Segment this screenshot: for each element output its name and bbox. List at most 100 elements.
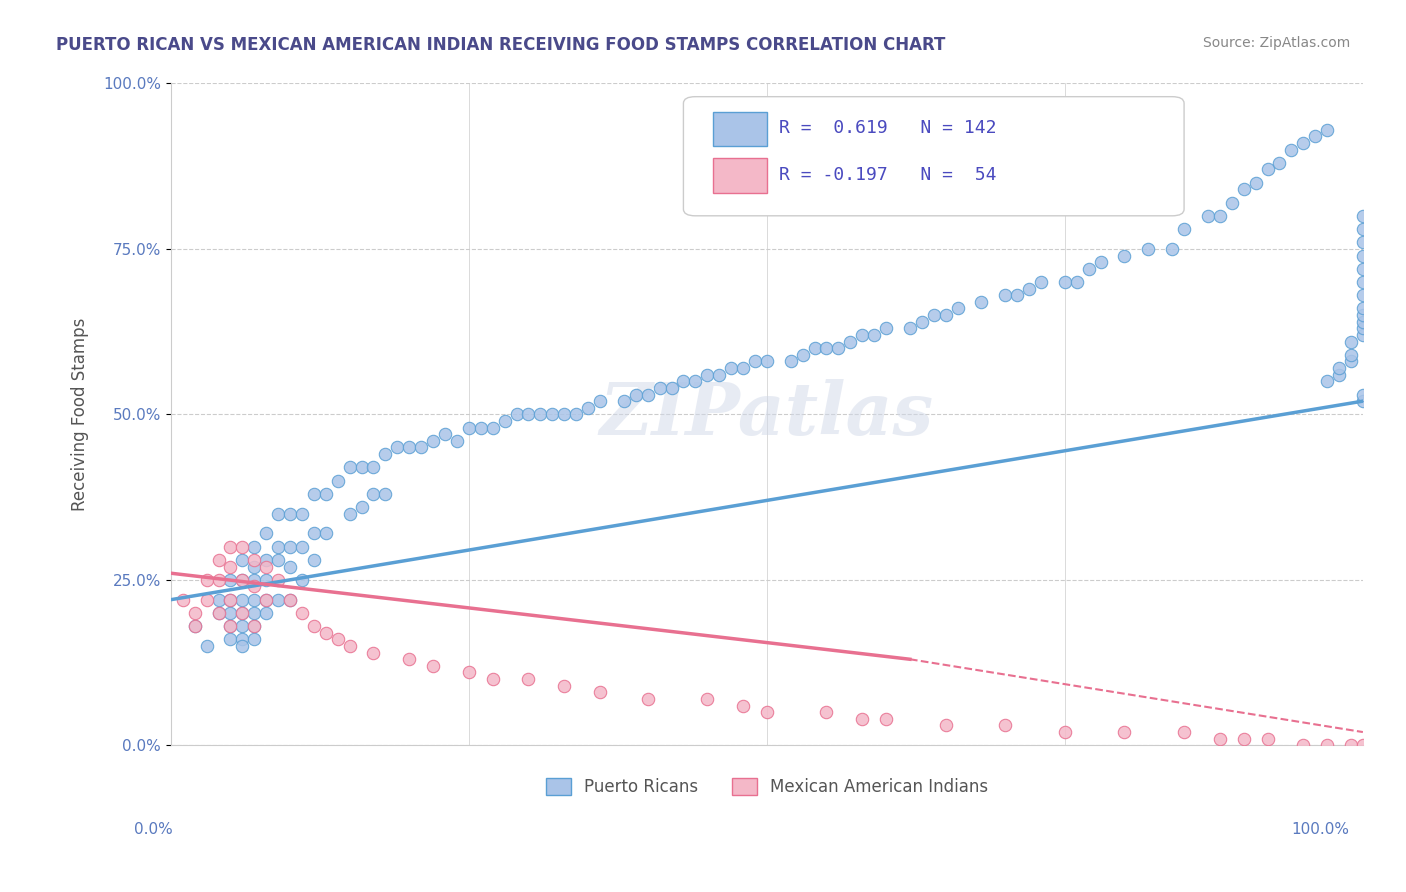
Point	[851, 327, 873, 342]
Point	[231, 632, 253, 647]
Point	[302, 526, 325, 541]
Point	[398, 441, 420, 455]
Point	[553, 679, 575, 693]
Point	[315, 625, 337, 640]
FancyBboxPatch shape	[713, 158, 766, 193]
Point	[1340, 334, 1362, 349]
Point	[363, 487, 385, 501]
Point	[685, 374, 707, 388]
Point	[1316, 374, 1339, 388]
Point	[1197, 209, 1219, 223]
Point	[457, 665, 479, 680]
Point	[1316, 122, 1339, 136]
Point	[302, 553, 325, 567]
Point	[254, 553, 277, 567]
Point	[1233, 182, 1256, 196]
Point	[1351, 209, 1374, 223]
Point	[994, 718, 1017, 732]
Point	[219, 632, 242, 647]
Point	[994, 288, 1017, 302]
Point	[1137, 242, 1160, 256]
Point	[219, 619, 242, 633]
Point	[576, 401, 599, 415]
Point	[219, 619, 242, 633]
Point	[374, 487, 396, 501]
Point	[231, 592, 253, 607]
Point	[231, 619, 253, 633]
Point	[637, 692, 659, 706]
Point	[243, 619, 266, 633]
Point	[744, 354, 766, 368]
Point	[1173, 222, 1195, 236]
Text: 100.0%: 100.0%	[1292, 822, 1350, 837]
Point	[231, 606, 253, 620]
Point	[363, 460, 385, 475]
Point	[267, 553, 290, 567]
Point	[1351, 308, 1374, 322]
Point	[815, 341, 838, 355]
Point	[935, 718, 957, 732]
Point	[172, 592, 194, 607]
Point	[815, 705, 838, 719]
Point	[243, 573, 266, 587]
Point	[219, 606, 242, 620]
Point	[1351, 321, 1374, 335]
Point	[898, 321, 921, 335]
Point	[1090, 255, 1112, 269]
Point	[1351, 315, 1374, 329]
Point	[1279, 143, 1302, 157]
Point	[1351, 235, 1374, 250]
Point	[291, 573, 314, 587]
Point	[1257, 731, 1279, 746]
Point	[1257, 162, 1279, 177]
Point	[1029, 275, 1052, 289]
Point	[363, 646, 385, 660]
Point	[350, 500, 373, 514]
Point	[267, 592, 290, 607]
Point	[1327, 361, 1350, 376]
Point	[1209, 209, 1232, 223]
Point	[1351, 222, 1374, 236]
Point	[637, 387, 659, 401]
Point	[624, 387, 647, 401]
Point	[422, 658, 444, 673]
Point	[589, 394, 612, 409]
Point	[1351, 739, 1374, 753]
Point	[1053, 725, 1076, 739]
Point	[278, 507, 301, 521]
Point	[207, 606, 229, 620]
Point	[267, 573, 290, 587]
Point	[1268, 156, 1291, 170]
Point	[278, 559, 301, 574]
Point	[254, 592, 277, 607]
Point	[875, 321, 897, 335]
Point	[398, 652, 420, 666]
Point	[1005, 288, 1028, 302]
Point	[457, 420, 479, 434]
Point	[779, 354, 801, 368]
Point	[243, 606, 266, 620]
Point	[494, 414, 516, 428]
Point	[1327, 368, 1350, 382]
Point	[1316, 739, 1339, 753]
Point	[231, 573, 253, 587]
Point	[1351, 261, 1374, 276]
Point	[696, 368, 718, 382]
Point	[446, 434, 468, 448]
Point	[219, 592, 242, 607]
Text: R = -0.197   N =  54: R = -0.197 N = 54	[779, 166, 997, 184]
Point	[935, 308, 957, 322]
Point	[709, 368, 731, 382]
Point	[207, 573, 229, 587]
Point	[1244, 176, 1267, 190]
Point	[302, 487, 325, 501]
Point	[541, 408, 564, 422]
Point	[302, 619, 325, 633]
Point	[434, 427, 457, 442]
Point	[1340, 348, 1362, 362]
Point	[231, 540, 253, 554]
Point	[613, 394, 636, 409]
Point	[672, 374, 695, 388]
Text: Source: ZipAtlas.com: Source: ZipAtlas.com	[1202, 36, 1350, 50]
Point	[1233, 731, 1256, 746]
